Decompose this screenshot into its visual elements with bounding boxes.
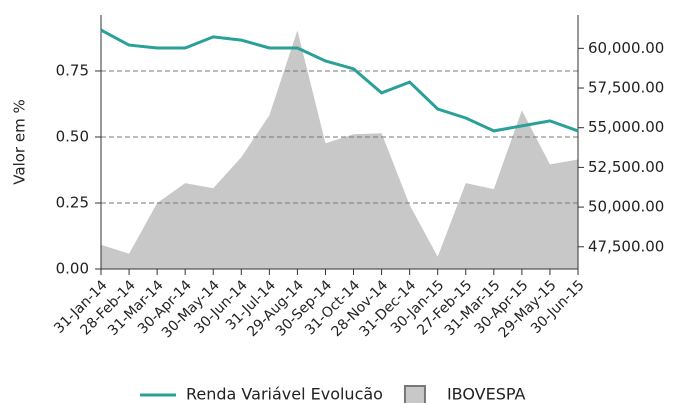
area [101,30,578,270]
legend-label: Renda Variável Evolucão [186,385,383,403]
y2-tick-label: 50,000.00 [588,198,664,216]
legend-label: IBOVESPA [447,385,526,403]
y-axis-label: Valor em % [11,99,29,184]
y2-tick-label: 57,500.00 [588,79,664,97]
legend-swatch [403,385,426,403]
y-tick-label: 0.25 [56,193,89,211]
y2-tick-label: 52,500.00 [588,158,664,176]
y2-tick-label: 60,000.00 [588,39,664,57]
y-tick-label: 0.00 [56,260,89,278]
y2-tick-label: 47,500.00 [588,237,664,255]
y-tick-label: 0.50 [56,127,89,145]
y-tick-label: 0.75 [56,61,89,79]
y2-tick-label: 55,000.00 [588,118,664,136]
line [100,28,579,133]
